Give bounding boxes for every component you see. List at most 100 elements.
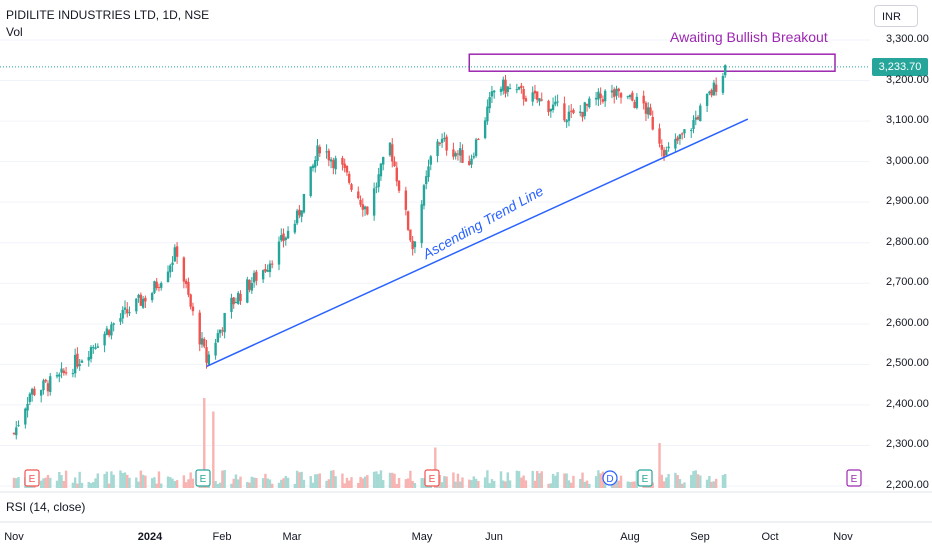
volume-bar bbox=[667, 473, 670, 488]
volume-bar bbox=[508, 480, 512, 488]
earnings-marker[interactable]: E bbox=[637, 469, 653, 487]
candle-body bbox=[569, 110, 573, 112]
candle-body bbox=[357, 191, 360, 199]
candle-body bbox=[76, 353, 79, 367]
volume-bar bbox=[214, 480, 217, 488]
volume-bar bbox=[92, 482, 95, 488]
earnings-marker[interactable]: E bbox=[24, 469, 40, 487]
volume-bar bbox=[343, 483, 346, 488]
candle-body bbox=[302, 194, 306, 213]
volume-bar bbox=[690, 474, 693, 488]
breakout-annotation[interactable]: Awaiting Bullish Breakout bbox=[670, 29, 828, 45]
candle-body bbox=[662, 149, 666, 157]
candle-body bbox=[581, 111, 584, 118]
candle-body bbox=[420, 204, 423, 244]
candle-body bbox=[572, 109, 575, 114]
volume-bar bbox=[520, 477, 523, 488]
volume-bar bbox=[64, 470, 68, 488]
breakout-zone-box[interactable] bbox=[468, 53, 836, 72]
candle-body bbox=[531, 92, 534, 102]
volume-bar bbox=[126, 474, 129, 488]
volume-bar bbox=[184, 482, 188, 488]
candle-body bbox=[712, 82, 716, 96]
volume-bar bbox=[569, 482, 573, 488]
volume-bar bbox=[613, 481, 616, 488]
price-tick-label: 2,800.00 bbox=[886, 235, 929, 248]
volume-bar bbox=[357, 483, 360, 488]
volume-bar bbox=[271, 483, 274, 488]
volume-bar bbox=[502, 480, 505, 488]
candle-body bbox=[218, 329, 222, 334]
volume-label: Vol bbox=[6, 25, 23, 39]
candle-body bbox=[153, 281, 156, 293]
candle-body bbox=[284, 237, 288, 240]
volume-bar bbox=[103, 473, 106, 488]
volume-bar bbox=[150, 478, 154, 488]
candle-body bbox=[363, 206, 367, 210]
volume-bar bbox=[699, 475, 702, 488]
volume-bar bbox=[660, 474, 663, 488]
volume-bar bbox=[714, 478, 718, 488]
candle-body bbox=[443, 138, 446, 140]
candle-body bbox=[406, 211, 410, 230]
volume-bar bbox=[62, 480, 66, 488]
candle-body bbox=[318, 146, 321, 154]
volume-bar bbox=[477, 481, 480, 488]
candle-body bbox=[372, 188, 376, 216]
volume-bar bbox=[277, 482, 281, 488]
candle-body bbox=[647, 107, 650, 115]
candle-body bbox=[295, 210, 299, 224]
earnings-marker[interactable]: E bbox=[195, 469, 211, 487]
volume-bar bbox=[633, 481, 636, 488]
candle-body bbox=[286, 230, 290, 239]
candle-body bbox=[714, 84, 718, 92]
candle-body bbox=[488, 97, 491, 109]
candle-body bbox=[17, 425, 20, 427]
candle-body bbox=[680, 133, 684, 135]
currency-selector[interactable]: INR bbox=[874, 5, 918, 27]
volume-bar bbox=[316, 474, 319, 488]
volume-bar bbox=[619, 475, 623, 488]
volume-bar bbox=[420, 477, 423, 488]
volume-bar bbox=[549, 483, 553, 488]
volume-bar bbox=[110, 471, 113, 488]
volume-bar bbox=[409, 470, 412, 488]
volume-bar bbox=[710, 481, 713, 488]
volume-bar bbox=[295, 470, 299, 488]
candle-body bbox=[46, 383, 50, 392]
candle-body bbox=[169, 265, 172, 273]
volume-bar bbox=[377, 474, 380, 488]
candle-body bbox=[126, 309, 129, 314]
candle-body bbox=[533, 90, 537, 94]
candle-body bbox=[397, 180, 401, 191]
volume-bar bbox=[157, 471, 161, 488]
time-tick-label: Nov bbox=[4, 531, 24, 543]
candle-body bbox=[413, 241, 417, 248]
volume-bar bbox=[325, 480, 328, 488]
earnings-marker[interactable]: E bbox=[424, 469, 440, 487]
candle-body bbox=[28, 393, 32, 402]
candle-body bbox=[588, 98, 591, 108]
volume-bar bbox=[391, 472, 394, 488]
candle-body bbox=[60, 368, 63, 373]
event-marker-letter: E bbox=[200, 474, 207, 485]
volume-bar bbox=[581, 472, 584, 488]
volume-bar bbox=[692, 471, 695, 488]
candle-body bbox=[667, 146, 670, 149]
candle-body bbox=[633, 101, 636, 109]
volume-bar bbox=[119, 470, 122, 488]
candle-body bbox=[427, 166, 430, 178]
volume-bar bbox=[567, 480, 571, 488]
candle-body bbox=[198, 312, 201, 345]
dividend-marker[interactable]: D bbox=[602, 470, 618, 486]
earnings-marker[interactable]: E bbox=[846, 469, 862, 487]
candle-body bbox=[388, 142, 392, 156]
candle-body bbox=[708, 91, 711, 94]
candle-body bbox=[470, 158, 473, 165]
candle-body bbox=[157, 287, 161, 289]
ascending-trend-line[interactable] bbox=[206, 118, 749, 368]
candle-body bbox=[166, 271, 170, 283]
volume-bar bbox=[506, 472, 509, 488]
candle-body bbox=[438, 142, 442, 144]
